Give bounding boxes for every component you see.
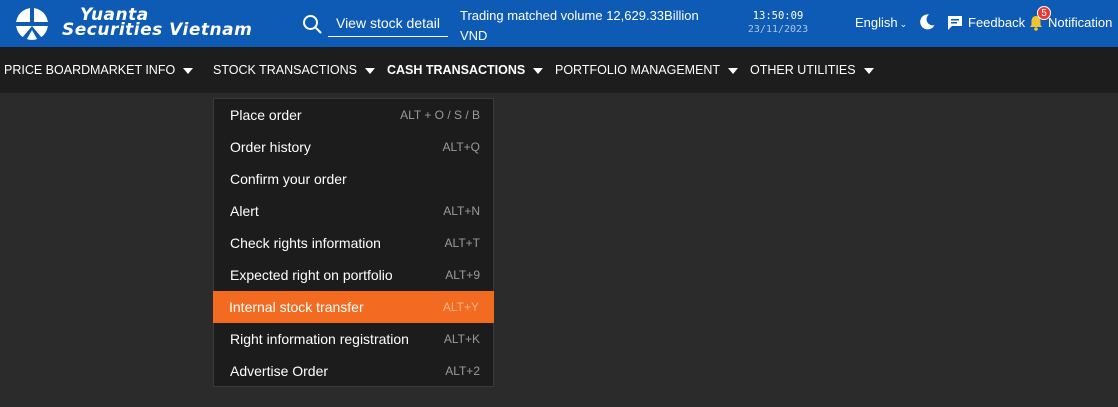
nav-price-board[interactable]: PRICE BOARD [4, 47, 90, 93]
notification-count-badge: 5 [1037, 6, 1051, 20]
clock-date: 23/11/2023 [747, 24, 809, 35]
ticker-line-1: Trading matched volume 12,629.33Billion [460, 8, 699, 23]
language-label: English [855, 15, 898, 30]
nav-cash-transactions[interactable]: CASH TRANSACTIONS [387, 47, 544, 93]
nav-label: OTHER UTILITIES [750, 63, 856, 77]
menu-item-shortcut: ALT+9 [445, 268, 480, 282]
menu-item-internal-stock-transfer[interactable]: Internal stock transfer ALT+Y [213, 291, 494, 323]
logo-line-2: Securities Vietnam [62, 20, 253, 40]
menu-item-label: Confirm your order [230, 171, 347, 187]
dark-mode-toggle-icon[interactable] [918, 13, 936, 31]
market-ticker: Trading matched volume 12,629.33Billion … [460, 6, 722, 46]
logo-line-1: Yuanta [80, 5, 149, 25]
yuanta-logo-icon [16, 8, 48, 40]
menu-item-label: Expected right on portfolio [230, 267, 393, 283]
menu-item-order-history[interactable]: Order history ALT+Q [214, 131, 495, 163]
nav-label: MARKET INFO [90, 63, 176, 77]
feedback-label: Feedback [968, 15, 1026, 30]
logo-text: Yuanta Securities Vietnam [62, 5, 262, 40]
menu-item-expected-right[interactable]: Expected right on portfolio ALT+9 [214, 259, 495, 291]
caret-down-icon [863, 67, 874, 74]
menu-item-advertise-order[interactable]: Advertise Order ALT+2 [214, 355, 495, 387]
search-input[interactable]: View stock detail [328, 12, 448, 37]
menu-item-place-order[interactable]: Place order ALT + O / S / B [214, 99, 495, 131]
menu-item-shortcut: ALT+Q [442, 140, 480, 154]
top-header: Yuanta Securities Vietnam View stock det… [0, 0, 1118, 47]
feedback-button[interactable]: Feedback [946, 14, 1025, 32]
nav-market-info[interactable]: MARKET INFO [90, 47, 194, 93]
menu-item-shortcut: ALT+T [444, 236, 480, 250]
menu-item-label: Internal stock transfer [229, 299, 364, 315]
search-icon [303, 15, 322, 34]
menu-item-check-rights[interactable]: Check rights information ALT+T [214, 227, 495, 259]
logo[interactable]: Yuanta Securities Vietnam [14, 6, 254, 42]
stock-search[interactable]: View stock detail [302, 12, 450, 38]
menu-item-label: Alert [230, 203, 259, 219]
menu-item-label: Check rights information [230, 235, 381, 251]
menu-item-shortcut: ALT + O / S / B [400, 108, 480, 122]
menu-item-shortcut: ALT+2 [445, 364, 480, 378]
caret-down-icon [728, 67, 739, 74]
nav-label: PRICE BOARD [4, 63, 91, 77]
nav-label: PORTFOLIO MANAGEMENT [555, 63, 721, 77]
nav-label: CASH TRANSACTIONS [387, 63, 526, 77]
menu-item-label: Right information registration [230, 331, 409, 347]
menu-item-label: Order history [230, 139, 311, 155]
menu-item-right-registration[interactable]: Right information registration ALT+K [214, 323, 495, 355]
chevron-down-icon: ⌄ [899, 19, 908, 29]
stock-transactions-menu: Place order ALT + O / S / B Order histor… [213, 98, 494, 387]
main-navigation: PRICE BOARD MARKET INFO STOCK TRANSACTIO… [0, 47, 1118, 93]
menu-item-shortcut: ALT+Y [442, 300, 479, 314]
nav-other-utilities[interactable]: OTHER UTILITIES [750, 47, 874, 93]
menu-item-label: Place order [230, 107, 302, 123]
caret-down-icon [183, 67, 194, 74]
nav-stock-transactions[interactable]: STOCK TRANSACTIONS [213, 47, 376, 93]
nav-portfolio-management[interactable]: PORTFOLIO MANAGEMENT [555, 47, 739, 93]
notification-button[interactable]: 5 Notification [1027, 6, 1113, 32]
ticker-line-2: VND [460, 28, 488, 43]
chat-icon [948, 16, 962, 30]
caret-down-icon [365, 67, 376, 74]
caret-down-icon [533, 67, 544, 74]
language-selector[interactable]: English ⌄ [855, 15, 907, 32]
bell-icon: 5 [1027, 6, 1051, 32]
menu-item-shortcut: ALT+K [443, 332, 480, 346]
clock-time: 13:50:09 [752, 10, 804, 22]
menu-item-alert[interactable]: Alert ALT+N [214, 195, 495, 227]
menu-item-confirm-order[interactable]: Confirm your order [214, 163, 495, 195]
nav-label: STOCK TRANSACTIONS [213, 63, 358, 77]
clock: 13:50:09 23/11/2023 [738, 10, 818, 37]
menu-item-shortcut: ALT+N [443, 204, 480, 218]
menu-item-label: Advertise Order [230, 363, 329, 379]
notification-label: Notification [1048, 15, 1113, 30]
